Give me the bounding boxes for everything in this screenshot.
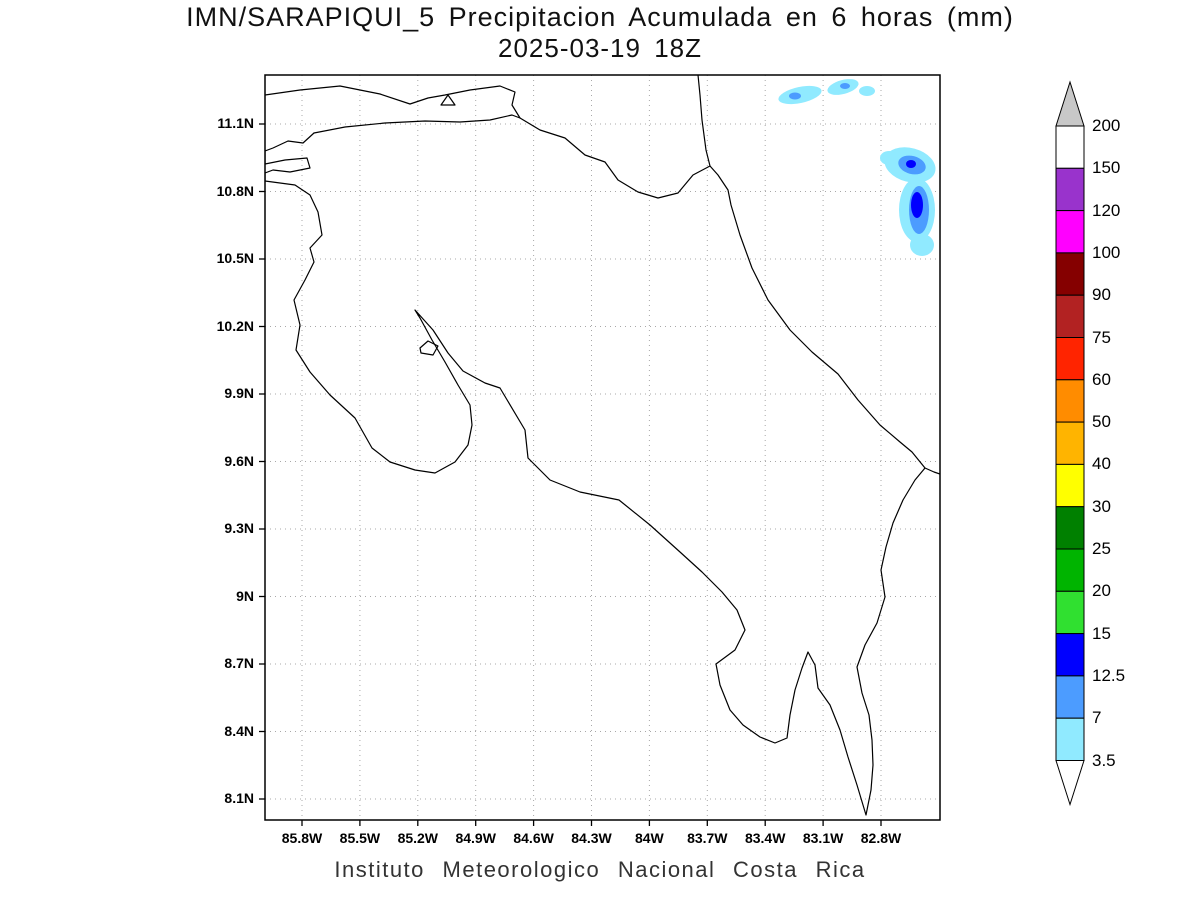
colorbar-label: 20 <box>1092 581 1111 601</box>
colorbar-label: 200 <box>1092 116 1121 135</box>
colorbar-overflow-top <box>1055 80 1085 127</box>
y-axis-tick-label: 8.4N <box>224 722 254 739</box>
lake-island <box>440 94 456 106</box>
colorbar-overflow-bottom <box>1055 760 1085 807</box>
y-axis-tick-label: 8.1N <box>224 790 254 806</box>
x-axis-tick-label: 84W <box>634 830 664 846</box>
y-axis-tick-label: 10.8N <box>216 182 254 199</box>
colorbar-label: 50 <box>1092 412 1111 432</box>
colorbar-label: 100 <box>1092 242 1121 262</box>
panama-coast-stub <box>924 467 940 475</box>
precip-blob-light <box>910 234 934 256</box>
colorbar-segment <box>1055 421 1085 465</box>
colorbar <box>1055 80 1085 807</box>
axis-tick-marks <box>259 123 882 826</box>
colorbar-label: 120 <box>1092 200 1121 220</box>
colorbar-segment <box>1055 675 1085 719</box>
colorbar-segment <box>1055 548 1085 592</box>
x-axis-tick-label: 83.7W <box>687 830 728 846</box>
colorbar-label: 75 <box>1092 327 1111 347</box>
colorbar-segment <box>1055 463 1085 508</box>
map-plot <box>259 74 941 826</box>
costa-rica-coastline <box>265 75 926 816</box>
colorbar-segment <box>1055 337 1085 381</box>
lake-nicaragua-shore-and-san-juan-river <box>265 85 711 199</box>
x-axis-tick-label: 83.4W <box>744 830 786 846</box>
colorbar-segment <box>1055 294 1085 338</box>
gridlines <box>265 75 940 820</box>
plot-title: IMN/SARAPIQUI_5 Precipitacion Acumulada … <box>186 2 1014 32</box>
nicaragua-border <box>313 114 521 134</box>
colorbar-segment <box>1055 125 1085 169</box>
colorbar-label: 12.5 <box>1092 665 1126 685</box>
y-axis-tick-label: 9N <box>236 587 254 604</box>
x-axis-tick-label: 85.8W <box>281 830 323 846</box>
colorbar-label: 15 <box>1092 623 1111 643</box>
y-axis-tick-label: 10.5N <box>216 250 254 266</box>
y-axis-tick-label: 11.1N <box>217 115 254 131</box>
colorbar-label: 60 <box>1092 369 1111 389</box>
precip-blob-light <box>880 151 898 165</box>
y-axis-tick-label: 9.9N <box>224 385 254 401</box>
plot-frame <box>264 74 941 821</box>
colorbar-label: 40 <box>1092 454 1111 474</box>
x-axis-tick-label: 85.5W <box>339 830 381 846</box>
colorbar-label: 3.5 <box>1092 750 1116 770</box>
precip-blob-medium <box>789 92 801 100</box>
colorbar-segment <box>1055 590 1085 635</box>
colorbar-label: 90 <box>1092 285 1111 305</box>
colorbar-segment <box>1055 252 1085 296</box>
source-caption: Instituto Meteorologico Nacional Costa R… <box>334 857 866 882</box>
precip-blob-core <box>911 192 923 218</box>
colorbar-segment <box>1055 167 1085 212</box>
colorbar-segment <box>1055 379 1085 423</box>
y-axis-tick-label: 8.7N <box>224 655 254 671</box>
chira-island <box>419 340 439 356</box>
x-axis-tick-label: 82.8W <box>860 830 902 846</box>
colorbar-segment <box>1055 717 1085 762</box>
y-axis-tick-label: 9.3N <box>224 520 254 536</box>
x-axis-tick-label: 84.6W <box>513 830 554 846</box>
colorbar-segment <box>1055 210 1085 254</box>
x-axis-tick-label: 83.1W <box>802 830 844 846</box>
x-axis-tick-label: 84.9W <box>455 830 496 846</box>
precip-blob-light <box>859 86 875 96</box>
precip-blob-medium <box>840 83 850 89</box>
colorbar-label: 25 <box>1092 539 1111 558</box>
colorbar-segment <box>1055 506 1085 550</box>
colorbar-label: 30 <box>1092 496 1111 516</box>
colorbar-segment <box>1055 633 1085 677</box>
x-axis-tick-label: 85.2W <box>397 830 439 846</box>
y-axis-tick-label: 9.6N <box>224 452 254 469</box>
x-axis-tick-label: 84.3W <box>571 830 612 846</box>
plot-subtitle-datetime: 2025-03-19 18Z <box>497 33 703 63</box>
precip-blob-core <box>906 160 916 168</box>
precipitation-shading <box>778 79 936 256</box>
y-axis-tick-label: 10.2N <box>216 317 254 334</box>
colorbar-label: 150 <box>1092 158 1121 178</box>
colorbar-label: 7 <box>1092 708 1102 728</box>
